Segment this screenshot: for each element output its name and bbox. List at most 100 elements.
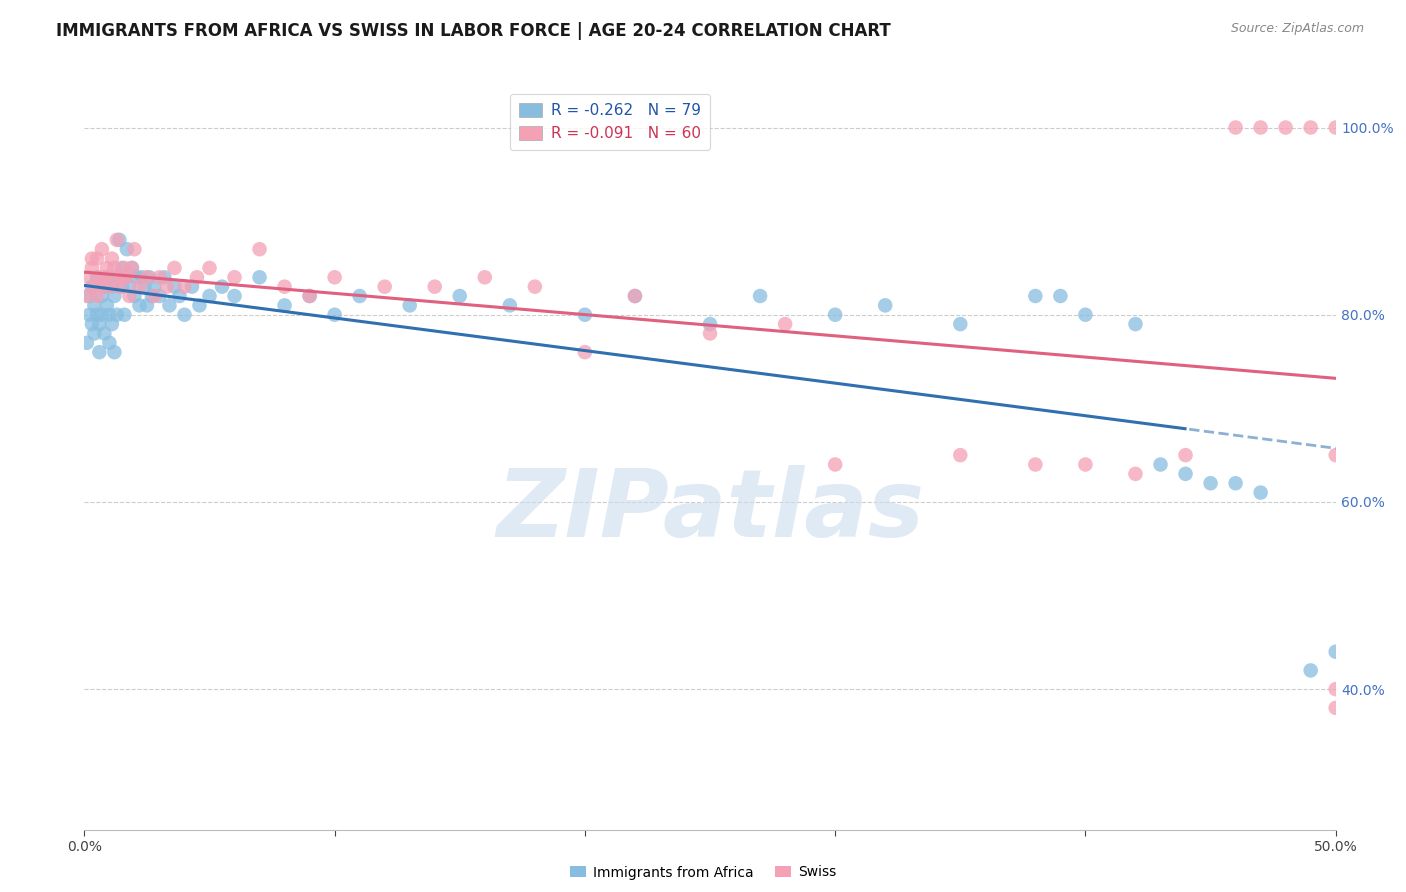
Point	[224, 289, 246, 303]
Point	[173, 308, 195, 322]
Point	[1274, 120, 1296, 135]
Point	[156, 279, 179, 293]
Point	[98, 335, 121, 350]
Point	[1199, 476, 1222, 491]
Point	[143, 289, 166, 303]
Point	[105, 233, 128, 247]
Point	[103, 270, 125, 285]
Point	[103, 260, 125, 275]
Point	[76, 289, 98, 303]
Point	[83, 298, 105, 312]
Point	[148, 289, 170, 303]
Point	[115, 270, 138, 285]
Point	[1125, 317, 1147, 331]
Point	[169, 289, 191, 303]
Point	[298, 289, 321, 303]
Point	[90, 242, 112, 256]
Point	[86, 308, 108, 322]
Point	[115, 242, 138, 256]
Point	[249, 270, 271, 285]
Point	[134, 279, 156, 293]
Point	[1024, 289, 1046, 303]
Point	[1074, 458, 1097, 472]
Point	[112, 270, 135, 285]
Point	[80, 260, 103, 275]
Point	[224, 270, 246, 285]
Point	[1324, 701, 1347, 715]
Point	[499, 298, 522, 312]
Point	[773, 317, 796, 331]
Point	[105, 270, 128, 285]
Point	[249, 242, 271, 256]
Point	[128, 298, 150, 312]
Point	[112, 308, 135, 322]
Point	[423, 279, 446, 293]
Point	[136, 270, 159, 285]
Point	[1174, 467, 1197, 481]
Point	[1225, 120, 1247, 135]
Point	[188, 298, 211, 312]
Point	[374, 279, 396, 293]
Point	[186, 270, 208, 285]
Point	[89, 270, 111, 285]
Point	[1049, 289, 1071, 303]
Point	[90, 308, 112, 322]
Point	[103, 289, 125, 303]
Point	[824, 308, 846, 322]
Point	[323, 308, 346, 322]
Point	[101, 279, 124, 293]
Point	[90, 289, 112, 303]
Point	[103, 345, 125, 359]
Point	[141, 289, 163, 303]
Point	[298, 289, 321, 303]
Point	[211, 279, 233, 293]
Point	[79, 289, 101, 303]
Point	[89, 317, 111, 331]
Point	[138, 270, 160, 285]
Point	[98, 279, 121, 293]
Point	[89, 345, 111, 359]
Point	[949, 317, 972, 331]
Point	[349, 289, 371, 303]
Point	[749, 289, 772, 303]
Point	[98, 308, 121, 322]
Point	[83, 326, 105, 341]
Point	[131, 270, 153, 285]
Point	[79, 270, 101, 285]
Point	[1250, 120, 1272, 135]
Point	[624, 289, 647, 303]
Point	[124, 289, 146, 303]
Point	[118, 289, 141, 303]
Point	[474, 270, 496, 285]
Point	[86, 289, 108, 303]
Text: IMMIGRANTS FROM AFRICA VS SWISS IN LABOR FORCE | AGE 20-24 CORRELATION CHART: IMMIGRANTS FROM AFRICA VS SWISS IN LABOR…	[56, 22, 891, 40]
Point	[124, 242, 146, 256]
Point	[118, 279, 141, 293]
Point	[1324, 448, 1347, 462]
Point	[574, 308, 596, 322]
Point	[93, 326, 115, 341]
Point	[1074, 308, 1097, 322]
Point	[1225, 476, 1247, 491]
Point	[574, 345, 596, 359]
Point	[159, 298, 181, 312]
Point	[1125, 467, 1147, 481]
Point	[198, 260, 221, 275]
Point	[273, 279, 295, 293]
Point	[111, 260, 134, 275]
Point	[111, 279, 134, 293]
Point	[136, 298, 159, 312]
Point	[80, 317, 103, 331]
Point	[108, 233, 131, 247]
Point	[108, 279, 131, 293]
Point	[93, 279, 115, 293]
Legend: Immigrants from Africa, Swiss: Immigrants from Africa, Swiss	[564, 860, 842, 885]
Point	[1024, 458, 1046, 472]
Point	[198, 289, 221, 303]
Point	[163, 260, 186, 275]
Point	[96, 260, 118, 275]
Point	[80, 279, 103, 293]
Text: ZIPatlas: ZIPatlas	[496, 465, 924, 558]
Point	[79, 308, 101, 322]
Point	[1250, 485, 1272, 500]
